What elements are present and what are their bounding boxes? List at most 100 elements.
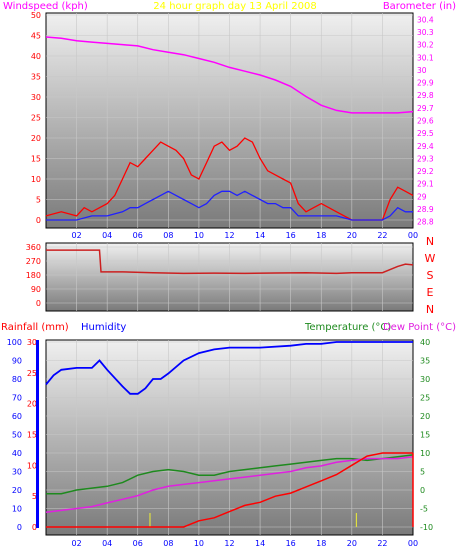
barometer-tick-label: 30 bbox=[417, 66, 427, 75]
hour-tick-label: 14 bbox=[255, 539, 265, 548]
hour-tick-label: 04 bbox=[102, 231, 112, 240]
windspeed-label: Windspeed (kph) bbox=[3, 1, 88, 12]
rain-tick-label: 5 bbox=[32, 492, 37, 501]
temperature-tick-label: 30 bbox=[420, 375, 430, 384]
graph-title: 24 hour graph day 13 April 2008 bbox=[153, 1, 316, 12]
compass-label: S bbox=[427, 269, 434, 282]
windspeed-tick-label: 50 bbox=[31, 11, 41, 20]
wind-right-ticks: 28.8 28.9 29 29.1 29.2 29.3 29.4 29.5 29.6 29.7 29… bbox=[417, 15, 434, 226]
hour-tick-label: 12 bbox=[224, 231, 234, 240]
dewpoint-label: Dew Point (°C) bbox=[383, 322, 456, 333]
hour-tick-label: 08 bbox=[163, 539, 173, 548]
humidity-tick-label: 90 bbox=[12, 357, 22, 366]
rain-tick-label: 30 bbox=[27, 338, 37, 347]
dewpoint-line bbox=[45, 455, 414, 513]
humidity-tick-label: 100 bbox=[7, 338, 22, 347]
windspeed-tick-label: 15 bbox=[31, 155, 41, 164]
hour-tick-label: 04 bbox=[102, 539, 112, 548]
rain-ticks: 0 5 10 15 20 25 30 bbox=[27, 338, 37, 532]
wind-grid bbox=[46, 13, 413, 228]
hour-tick-label: 08 bbox=[163, 231, 173, 240]
barometer-tick-label: 29.1 bbox=[417, 180, 434, 189]
hour-tick-label: 10 bbox=[194, 539, 204, 548]
rainfall-label: Rainfall (mm) bbox=[1, 322, 69, 333]
hour-tick-label: 06 bbox=[133, 231, 143, 240]
compass-label: W bbox=[425, 252, 436, 265]
temperature-tick-label: 40 bbox=[420, 338, 430, 347]
rain-tick-label: 15 bbox=[27, 431, 37, 440]
hour-tick-label: 22 bbox=[377, 539, 387, 548]
windspeed-tick-label: 35 bbox=[31, 73, 41, 82]
wind-speed-line bbox=[46, 190, 413, 221]
humidity-ticks: 0 10 20 30 40 50 60 70 80 90 100 bbox=[7, 338, 22, 532]
humidity-tick-label: 0 bbox=[17, 523, 22, 532]
compass-label: E bbox=[427, 286, 434, 299]
compass-label: N bbox=[426, 235, 434, 248]
temperature-tick-label: 15 bbox=[420, 431, 430, 440]
windspeed-tick-label: 30 bbox=[31, 93, 41, 102]
windspeed-tick-label: 45 bbox=[31, 32, 41, 41]
direction-grid bbox=[46, 243, 413, 311]
hour-tick-label: 02 bbox=[71, 231, 81, 240]
barometer-tick-label: 30.4 bbox=[417, 15, 434, 24]
windspeed-tick-label: 0 bbox=[36, 216, 41, 225]
wind-gust-line bbox=[45, 137, 414, 221]
temperature-tick-label: 10 bbox=[420, 449, 430, 458]
barometer-tick-label: 29 bbox=[417, 192, 427, 201]
barometer-tick-label: 29.6 bbox=[417, 117, 434, 126]
hour-tick-label: 18 bbox=[316, 539, 326, 548]
barometer-tick-label: 29.2 bbox=[417, 167, 434, 176]
barometer-tick-label: 30.2 bbox=[417, 41, 434, 50]
windspeed-tick-label: 5 bbox=[36, 196, 41, 205]
hour-tick-label: 10 bbox=[194, 231, 204, 240]
humidity-tick-label: 70 bbox=[12, 394, 22, 403]
temperature-tick-label: -5 bbox=[420, 505, 428, 514]
humidity-tick-label: 40 bbox=[12, 449, 22, 458]
humidity-grid bbox=[46, 340, 413, 535]
direction-ticks: 360 270 180 90 0 bbox=[26, 243, 41, 308]
windspeed-tick-label: 40 bbox=[31, 52, 41, 61]
barometer-tick-label: 29.3 bbox=[417, 154, 434, 163]
barometer-line bbox=[45, 36, 414, 114]
barometer-tick-label: 29.8 bbox=[417, 91, 434, 100]
barometer-tick-label: 28.9 bbox=[417, 205, 434, 214]
barometer-tick-label: 30.3 bbox=[417, 28, 434, 37]
direction-tick-label: 90 bbox=[31, 285, 41, 294]
hour-tick-label: 12 bbox=[224, 539, 234, 548]
rain-tick-label: 25 bbox=[27, 369, 37, 378]
barometer-tick-label: 29.7 bbox=[417, 104, 434, 113]
compass-label: N bbox=[426, 303, 434, 316]
temperature-tick-label: 0 bbox=[420, 486, 425, 495]
direction-tick-label: 180 bbox=[26, 271, 41, 280]
temp-ticks: -10 -5 0 5 10 15 20 25 30 35 40 bbox=[420, 338, 433, 532]
hour-tick-label: 00 bbox=[408, 231, 418, 240]
barometer-tick-label: 28.8 bbox=[417, 218, 434, 227]
humidity-tick-label: 60 bbox=[12, 412, 22, 421]
wind-x-ticks: 02 04 06 08 10 12 14 16 18 20 22 00 bbox=[71, 231, 418, 240]
temperature-tick-label: -10 bbox=[420, 523, 433, 532]
rainfall-line bbox=[46, 452, 413, 528]
humidity-tick-label: 80 bbox=[12, 375, 22, 384]
humidity-tick-label: 50 bbox=[12, 431, 22, 440]
humidity-tick-label: 10 bbox=[12, 505, 22, 514]
direction-tick-label: 0 bbox=[36, 299, 41, 308]
hour-tick-label: 20 bbox=[347, 231, 357, 240]
hour-tick-label: 20 bbox=[347, 539, 357, 548]
windspeed-tick-label: 25 bbox=[31, 114, 41, 123]
temperature-line bbox=[46, 454, 414, 495]
hour-tick-label: 14 bbox=[255, 231, 265, 240]
hour-tick-label: 02 bbox=[71, 539, 81, 548]
windspeed-tick-label: 10 bbox=[31, 175, 41, 184]
rain-tick-label: 0 bbox=[32, 523, 37, 532]
rain-tick-label: 10 bbox=[27, 461, 37, 470]
wind-series bbox=[45, 36, 414, 221]
wind-direction-line bbox=[46, 249, 414, 275]
temperature-tick-label: 35 bbox=[420, 357, 430, 366]
hour-tick-label: 00 bbox=[408, 539, 418, 548]
windspeed-tick-label: 20 bbox=[31, 134, 41, 143]
direction-tick-label: 360 bbox=[26, 243, 41, 252]
